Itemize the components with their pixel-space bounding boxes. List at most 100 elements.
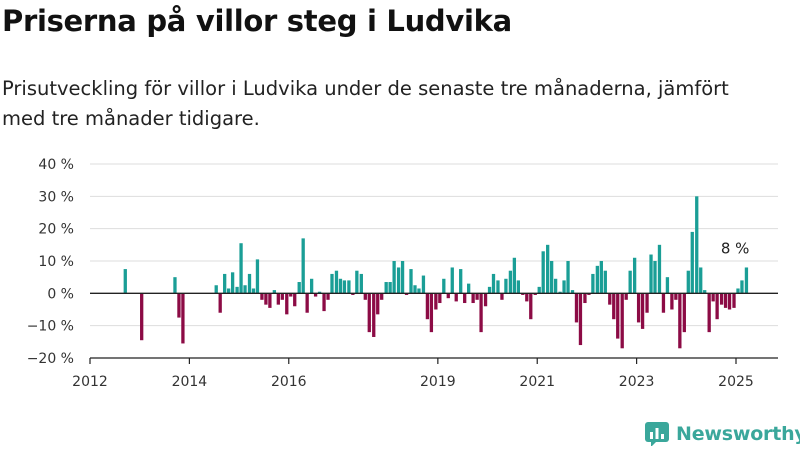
x-tick-label: 2023 <box>619 374 655 390</box>
bar <box>665 277 670 294</box>
y-axis-ticks: −20 % −10 % 0 % 10 % 20 % 30 % 40 % <box>27 157 74 367</box>
y-tick-label: 40 % <box>38 157 74 173</box>
bar <box>297 282 301 294</box>
bar <box>459 269 463 294</box>
y-tick-label: 30 % <box>38 189 74 205</box>
y-tick-label: 10 % <box>38 254 74 270</box>
bar <box>719 293 724 305</box>
bar <box>322 293 326 312</box>
bar <box>438 293 442 304</box>
bar <box>475 293 479 300</box>
bar <box>699 267 703 294</box>
bar <box>255 259 260 294</box>
bar <box>425 293 430 320</box>
bar <box>359 273 363 294</box>
bar <box>429 293 434 333</box>
bar <box>512 257 517 294</box>
bars <box>123 196 749 349</box>
bar <box>678 293 682 349</box>
y-tick-label: −10 % <box>27 319 74 335</box>
bar <box>553 278 558 294</box>
bar <box>521 293 525 295</box>
bar <box>317 291 322 294</box>
bar <box>591 273 595 294</box>
bar <box>516 280 520 294</box>
x-axis-ticks: 2012 2014 2016 2019 2021 2023 2025 <box>72 358 754 390</box>
bar <box>661 293 666 313</box>
x-tick-label: 2021 <box>519 374 555 390</box>
bar <box>376 293 380 315</box>
bar <box>396 267 401 294</box>
axes <box>90 292 778 359</box>
bar <box>670 293 674 310</box>
bar <box>529 293 533 320</box>
bar <box>268 293 272 308</box>
bar <box>342 280 347 294</box>
bar <box>727 293 732 310</box>
bar <box>479 293 483 333</box>
bar <box>487 286 492 294</box>
bar <box>603 270 607 294</box>
bar <box>491 273 496 294</box>
bar <box>226 288 231 294</box>
bar <box>351 293 355 295</box>
bar <box>338 278 343 294</box>
bar <box>500 293 504 300</box>
bar <box>703 290 707 294</box>
bar <box>330 273 334 294</box>
bar <box>636 293 641 323</box>
bar <box>173 277 177 294</box>
bar <box>239 243 243 294</box>
last-value-label: 8 % <box>721 239 750 257</box>
annotations: 8 % <box>721 239 750 257</box>
bar <box>736 288 740 294</box>
bar <box>442 278 446 294</box>
bar <box>504 278 508 294</box>
bar <box>347 280 351 294</box>
bar <box>214 285 218 294</box>
bar <box>293 293 297 307</box>
bar <box>632 257 637 294</box>
bar <box>653 261 657 294</box>
bar <box>334 270 339 294</box>
bar <box>384 282 388 294</box>
bar <box>247 273 252 294</box>
bar <box>285 293 289 315</box>
bar <box>434 293 438 310</box>
bar <box>583 293 587 304</box>
bar <box>446 293 450 299</box>
bar <box>695 196 699 294</box>
bar <box>732 293 736 308</box>
bar <box>566 261 570 294</box>
bar <box>280 293 284 300</box>
bar <box>711 293 715 302</box>
chart-subtitle: Prisutveckling för villor i Ludvika unde… <box>2 77 729 131</box>
bar <box>715 293 719 320</box>
bar <box>578 293 583 346</box>
bar <box>740 280 744 294</box>
bar <box>645 293 649 313</box>
bar <box>570 290 575 294</box>
bar <box>690 231 694 294</box>
bar <box>624 293 628 300</box>
bar <box>508 270 513 294</box>
bar <box>301 238 305 294</box>
bar <box>400 261 405 294</box>
bar <box>177 293 181 318</box>
bar <box>541 251 545 294</box>
bar <box>467 283 471 294</box>
bar <box>686 270 690 294</box>
y-tick-label: 20 % <box>38 222 74 238</box>
bar <box>723 293 728 308</box>
bar <box>558 291 562 294</box>
bar <box>682 293 686 333</box>
bar <box>243 285 247 294</box>
bar <box>230 272 235 294</box>
bar <box>616 293 620 339</box>
bar <box>223 273 227 294</box>
bar <box>599 261 603 294</box>
bar <box>562 280 566 294</box>
bar <box>251 288 256 294</box>
bar <box>640 293 645 329</box>
